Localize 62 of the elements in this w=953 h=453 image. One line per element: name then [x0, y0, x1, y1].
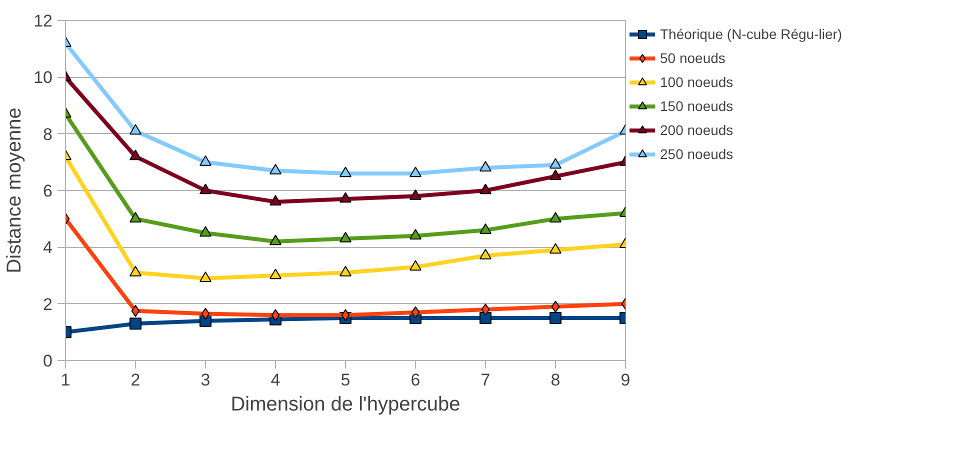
x-tick-label: 1 [60, 370, 70, 390]
point [130, 212, 142, 223]
x-tick-label: 3 [200, 370, 210, 390]
point [270, 268, 282, 280]
point [130, 266, 142, 276]
point [200, 184, 212, 194]
point [130, 318, 142, 330]
point [550, 169, 562, 180]
point [130, 124, 142, 135]
point [201, 308, 210, 320]
point [481, 304, 490, 316]
legend-label: 50 noeuds [660, 50, 726, 66]
point [550, 243, 562, 254]
point [480, 223, 492, 234]
x-tick-label: 4 [270, 370, 280, 390]
point [551, 300, 560, 313]
point [340, 192, 352, 203]
y-tick-label: 0 [43, 352, 53, 370]
point [270, 164, 282, 174]
point [550, 212, 562, 223]
point [200, 155, 212, 166]
point [200, 226, 212, 237]
point [130, 150, 142, 160]
x-tick-label: 9 [620, 370, 630, 390]
x-tick-label: 6 [410, 370, 420, 390]
y-axis-title: Distance moyenne [4, 108, 26, 274]
y-tick-label: 10 [34, 68, 53, 88]
point [270, 194, 282, 206]
point [480, 160, 492, 172]
point [410, 260, 422, 271]
x-tick-label: 7 [480, 370, 490, 390]
point [271, 309, 280, 322]
y-tick-label: 8 [43, 124, 53, 144]
point [340, 266, 352, 276]
point [270, 234, 282, 246]
legend-label: 100 noeuds [660, 74, 734, 90]
y-tick-label: 6 [43, 182, 53, 200]
y-tick-label: 4 [43, 238, 53, 258]
y-tick-label: 2 [43, 294, 53, 314]
point [410, 166, 422, 178]
point [480, 184, 492, 194]
point [131, 304, 140, 317]
point [480, 248, 492, 260]
point [411, 306, 420, 318]
legend-label: 200 noeuds [660, 122, 734, 138]
x-tick-label: 5 [340, 370, 350, 390]
legend-label: Théorique (N-cube Régu-lier) [660, 26, 842, 42]
point [200, 271, 212, 282]
point [550, 312, 562, 324]
x-axis-title: Dimension de l'hypercube [230, 394, 460, 416]
legend-label: 150 noeuds [660, 98, 734, 114]
x-tick-label: 8 [550, 370, 560, 390]
x-tick-label: 2 [130, 370, 140, 390]
point [410, 228, 422, 240]
point [340, 232, 352, 242]
point [410, 189, 422, 200]
legend-label: 250 noeuds [660, 146, 734, 162]
point [480, 312, 492, 324]
point [341, 309, 350, 322]
point [340, 166, 352, 178]
y-tick-label: 12 [34, 12, 53, 30]
point [550, 158, 562, 169]
